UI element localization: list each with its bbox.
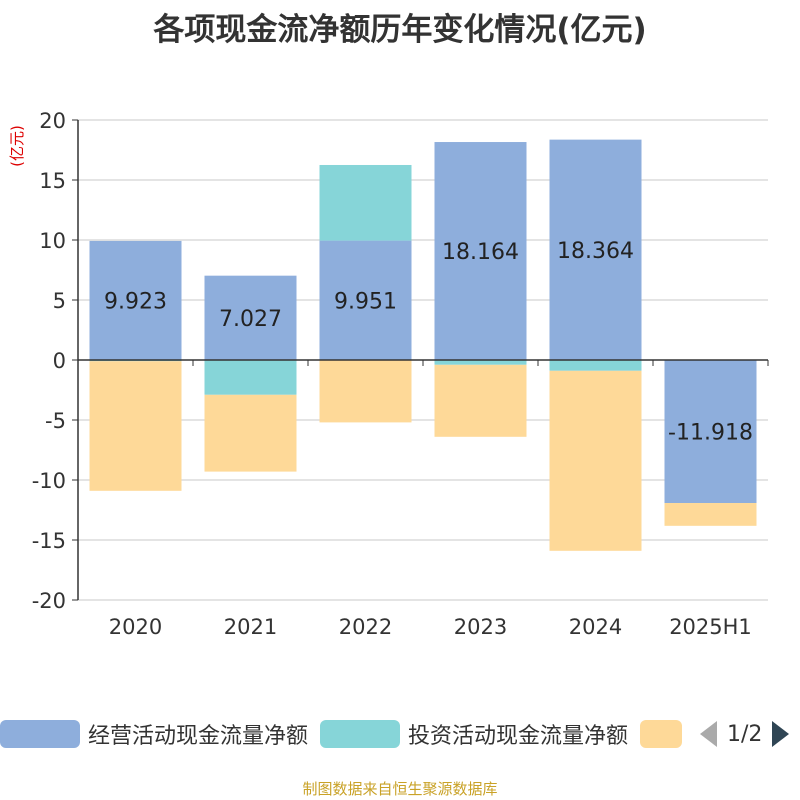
- bar-series-2-2021[interactable]: [204, 394, 297, 472]
- prev-page-icon[interactable]: [700, 721, 717, 747]
- x-tick-label: 2022: [339, 615, 392, 639]
- bar-series-0-2020[interactable]: [89, 240, 182, 360]
- y-axis-unit: (亿元): [8, 125, 26, 167]
- data-labels: 9.923 7.027 9.951 18.164 18.364 -11.918: [104, 239, 753, 446]
- legend-page-indicator: 1/2: [727, 721, 763, 747]
- y-tick-label: -10: [32, 469, 66, 493]
- bar-series-0-2021[interactable]: [204, 275, 297, 360]
- bars: [89, 139, 757, 551]
- x-tick-label: 2023: [454, 615, 507, 639]
- data-label: 9.923: [104, 289, 167, 314]
- legend-swatch-operating: [0, 720, 80, 748]
- bar-series-1-2021[interactable]: [204, 360, 297, 395]
- bar-series-0-2022[interactable]: [319, 240, 412, 360]
- x-tick-label: 2020: [109, 615, 162, 639]
- bar-series-1-2023[interactable]: [434, 360, 527, 365]
- bar-series-2-2023[interactable]: [434, 364, 527, 437]
- bar-series-1-2024[interactable]: [549, 360, 642, 371]
- legend-label-operating: 经营活动现金流量净额: [88, 724, 309, 749]
- chart-title: 各项现金流净额历年变化情况(亿元): [153, 12, 647, 48]
- data-label: 18.164: [442, 240, 519, 265]
- y-tick-label: -20: [32, 589, 66, 613]
- legend-item-operating[interactable]: 经营活动现金流量净额: [0, 716, 308, 752]
- y-tick-label: -15: [32, 529, 66, 553]
- y-tick-label: 15: [39, 169, 66, 193]
- y-tick-label: 0: [53, 349, 66, 373]
- axes: 20 15 10 5 0 -5 -10 -15 -20 (亿元) 2020 2021 2022 2023 2…: [8, 109, 769, 639]
- x-tick-label: 2021: [224, 615, 277, 639]
- y-tick-label: -5: [45, 409, 66, 433]
- bar-series-0-2023[interactable]: [434, 142, 527, 360]
- bar-series-2-2020[interactable]: [89, 361, 182, 491]
- legend-label-investing: 投资活动现金流量净额: [408, 724, 629, 749]
- legend-swatch-financing: [640, 720, 682, 748]
- data-label: 9.951: [334, 289, 397, 314]
- x-tick-label: 2024: [569, 615, 622, 639]
- next-page-icon[interactable]: [772, 721, 790, 747]
- bar-series-1-2022[interactable]: [319, 164, 412, 241]
- legend-item-investing[interactable]: 投资活动现金流量净额: [320, 716, 628, 752]
- data-label: 18.364: [557, 239, 634, 264]
- y-tick-label: 10: [39, 229, 66, 253]
- x-tick-label: 2025H1: [669, 615, 752, 639]
- source-note: 制图数据来自恒生聚源数据库: [302, 780, 498, 798]
- bar-series-0-2025H1[interactable]: [664, 360, 757, 504]
- y-tick-label: 20: [39, 109, 66, 133]
- grid-lines: [78, 119, 768, 601]
- legend-swatch-investing: [320, 720, 400, 748]
- legend-item-financing[interactable]: [640, 716, 682, 752]
- bar-series-2-2024[interactable]: [549, 370, 642, 551]
- bar-series-2-2022[interactable]: [319, 360, 412, 423]
- data-label: 7.027: [219, 307, 282, 332]
- legend-pager: 1/2: [700, 716, 790, 752]
- bar-series-2-2025H1[interactable]: [664, 503, 757, 526]
- y-tick-label: 5: [53, 289, 66, 313]
- data-label: -11.918: [668, 421, 753, 446]
- bar-series-0-2024[interactable]: [549, 139, 642, 360]
